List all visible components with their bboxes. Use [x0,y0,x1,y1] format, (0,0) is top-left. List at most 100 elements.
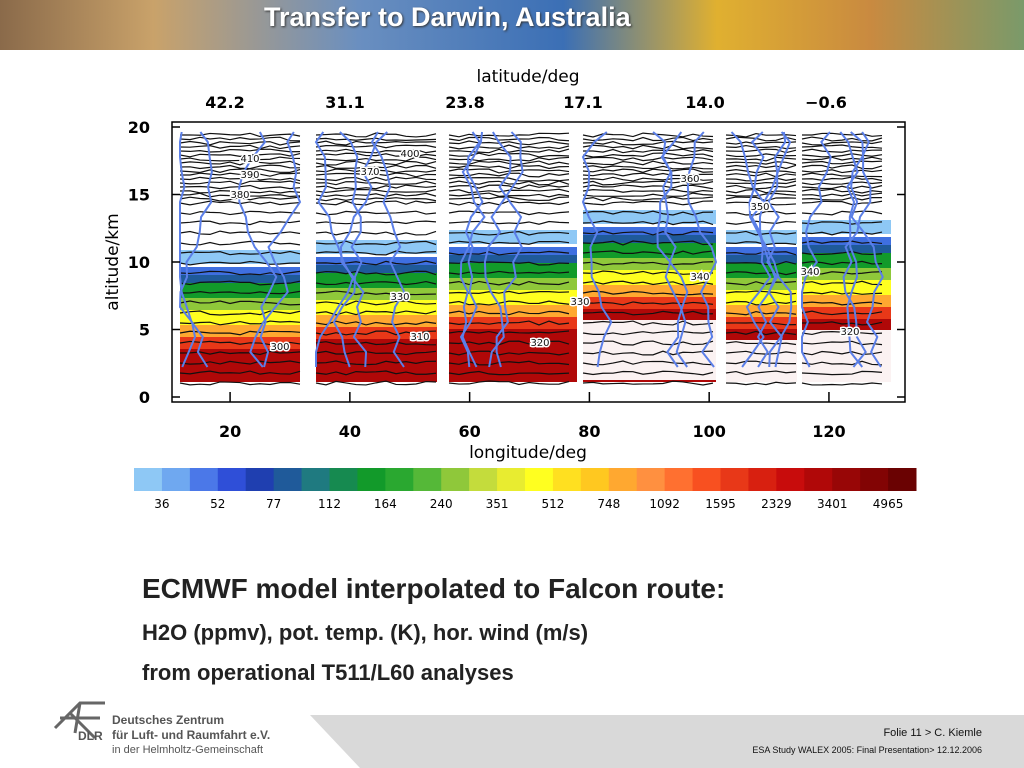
water-vapour-band [726,263,797,280]
isentrope [582,184,714,190]
contour-label: 380 [230,190,249,201]
isentrope [801,192,883,197]
y-tick-label: 10 [128,253,150,272]
isentrope [725,144,797,150]
org-affiliation: in der Helmholtz-Gemeinschaft [112,744,264,756]
isentrope [315,360,437,366]
isentrope [448,340,570,346]
isentrope [582,340,714,346]
wind-contour [741,131,792,368]
body-heading: ECMWF model interpolated to Falcon route… [142,573,726,604]
isentrope [448,168,570,174]
isentrope [448,330,570,335]
top-tick-label: 17.1 [563,93,602,112]
contour-label: 350 [750,202,769,213]
water-vapour-band [449,290,577,307]
isentrope [582,220,714,226]
isentrope [179,168,301,174]
isentrope [801,176,883,182]
colorbar-swatch [357,468,386,491]
isentrope [179,290,301,295]
isentrope [801,340,883,346]
water-vapour-band [180,267,300,277]
isentrope [315,160,437,166]
x-tick-label: 60 [458,422,480,441]
isentrope [179,270,301,276]
isentrope [801,350,883,356]
isentrope [315,341,437,346]
isentrope [801,172,883,178]
isentrope [179,220,301,226]
colorbar-label: 240 [430,497,453,511]
wind-contour [766,131,787,368]
contour-label: 410 [240,154,259,165]
isentrope [448,148,570,154]
wind-contour [238,131,278,368]
colorbar-swatch [832,468,861,491]
isentrope [179,300,301,306]
isentrope [315,300,437,306]
wind-contour [748,131,793,368]
isentrope [315,260,437,266]
top-tick-label: 14.0 [685,93,724,112]
colorbar-swatch [329,468,358,491]
wind-contour [686,131,718,368]
isentrope [448,380,570,386]
isentrope [448,270,570,275]
isentrope [582,144,714,150]
colorbar-label: 512 [541,497,564,511]
water-vapour-band [449,255,577,265]
isentrope [448,164,570,170]
isentrope [801,148,883,153]
isentrope [725,169,797,174]
water-vapour-band [583,243,716,260]
x-tick-label: 100 [692,422,725,441]
isentrope [801,360,883,366]
isentrope [179,140,301,146]
colorbar-swatch [720,468,749,491]
isentrope [448,196,570,202]
isentrope [448,132,570,138]
x-tick-label: 20 [219,422,241,441]
contour-label: 320 [530,338,549,349]
isentrope [179,360,301,365]
colorbar-swatch [161,468,191,491]
water-vapour-band [802,295,891,309]
isentrope [179,381,301,386]
top-tick-label: 42.2 [205,93,244,112]
footer-bar [310,715,1024,768]
water-vapour-band [726,278,797,292]
isentrope [179,340,301,346]
isentrope [725,180,797,185]
footer-slide: Folie 11 > C. Kiemle [883,727,982,739]
isentrope [582,168,714,173]
colorbar-label: 4965 [873,497,904,511]
colorbar-label: 2329 [761,497,792,511]
colorbar-swatch [776,468,805,491]
contour-label: 330 [570,297,589,308]
wind-contour [179,131,209,368]
isentrope [448,280,570,286]
isentrope [582,196,714,202]
wind-contour [483,131,524,368]
isentrope [582,192,714,197]
isentrope [315,132,437,138]
water-vapour-band [316,327,437,341]
isentrope [582,270,714,275]
contour-label: 400 [400,149,419,160]
y-tick-label: 5 [139,321,150,340]
isentrope [801,301,883,306]
isentrope [179,280,301,286]
contour-label: 340 [800,267,819,278]
isentrope [725,250,797,256]
isentrope [179,144,301,150]
water-vapour-band [180,325,300,339]
colorbar-swatch [245,468,275,491]
isentrope [725,164,797,170]
dlr-logo [53,701,105,740]
isentrope [801,221,883,225]
isentrope [179,310,301,316]
isentrope [801,271,883,275]
wind-contour [652,131,689,368]
figure: latitude/deg longitude/deg altitude/km 3… [103,67,917,511]
